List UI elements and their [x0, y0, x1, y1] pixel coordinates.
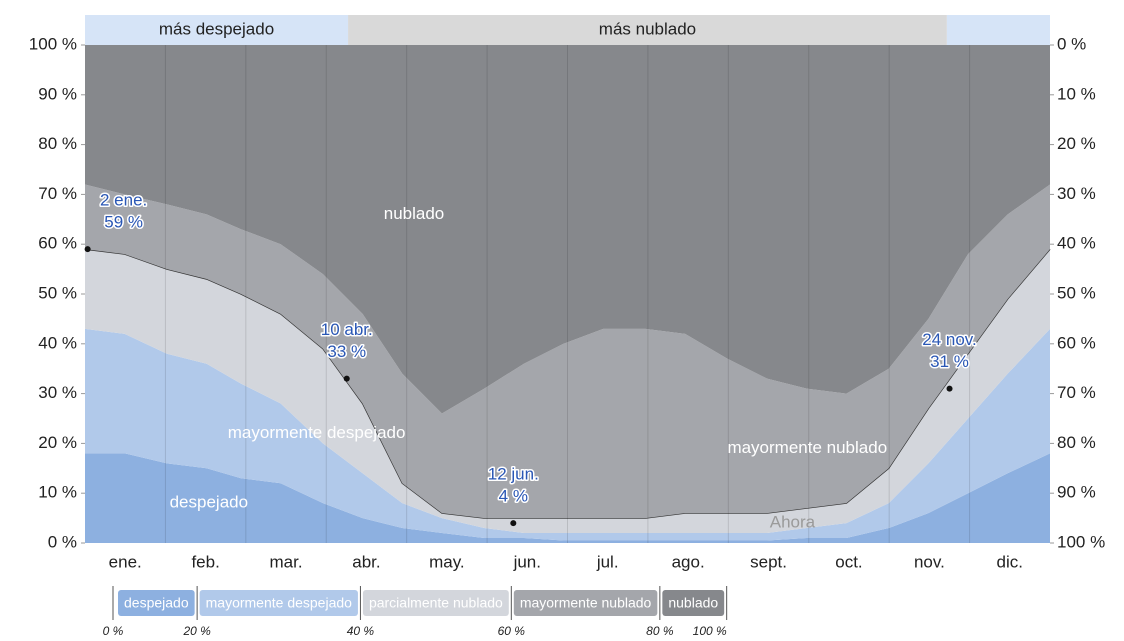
- legend-label: nublado: [668, 595, 718, 611]
- legend-swatch: [513, 590, 658, 616]
- legend-item: mayormente despejado: [199, 590, 358, 616]
- y2-tick-label: 90 %: [1057, 483, 1096, 502]
- y2-tick-label: 30 %: [1057, 184, 1096, 203]
- x-tick-label: ene.: [109, 552, 142, 571]
- x-tick-label: sept.: [750, 552, 787, 571]
- annotation-value: 33 %: [327, 342, 366, 361]
- season-label: más nublado: [599, 19, 696, 38]
- x-tick-label: abr.: [352, 552, 380, 571]
- band-label: nublado: [384, 204, 445, 223]
- annotation-value: 59 %: [104, 213, 143, 232]
- annotation-date: 24 nov.: [922, 330, 977, 349]
- x-tick-label: nov.: [914, 552, 945, 571]
- y-tick-label: 80 %: [38, 134, 77, 153]
- x-tick-label: ago.: [672, 552, 705, 571]
- area-band: [85, 45, 1050, 414]
- y-tick-label: 10 %: [38, 483, 77, 502]
- legend-item: nublado: [662, 590, 725, 616]
- area-band: [85, 184, 1050, 519]
- y2-tick-label: 80 %: [1057, 433, 1096, 452]
- legend-swatch: [362, 590, 509, 616]
- band-label: mayormente nublado: [727, 438, 887, 457]
- y2-tick-label: 50 %: [1057, 283, 1096, 302]
- legend-label: despejado: [124, 595, 189, 611]
- x-tick-label: feb.: [191, 552, 219, 571]
- y2-tick-label: 60 %: [1057, 333, 1096, 352]
- x-tick-label: jun.: [513, 552, 541, 571]
- x-tick-label: may.: [429, 552, 465, 571]
- legend-label: mayormente despejado: [206, 595, 353, 611]
- y-tick-label: 40 %: [38, 333, 77, 352]
- x-tick-label: dic.: [997, 552, 1023, 571]
- area-band: [85, 328, 1050, 541]
- y2-tick-label: 70 %: [1057, 383, 1096, 402]
- y-tick-label: 90 %: [38, 84, 77, 103]
- legend-scale-label: 80 %: [646, 624, 674, 638]
- annotation-point: [84, 246, 91, 253]
- area-band: [85, 453, 1050, 543]
- annotation-date: 12 jun.: [488, 465, 539, 484]
- y2-tick-label: 10 %: [1057, 84, 1096, 103]
- legend-scale-label: 100 %: [693, 624, 727, 638]
- y2-tick-label: 20 %: [1057, 134, 1096, 153]
- annotation-point: [946, 385, 953, 392]
- legend-swatch: [118, 590, 195, 616]
- annotation-date: 10 abr.: [321, 320, 373, 339]
- season-band: [348, 15, 947, 45]
- band-label: mayormente despejado: [228, 423, 406, 442]
- legend-label: parcialmente nublado: [369, 595, 503, 611]
- y-tick-label: 0 %: [48, 532, 77, 551]
- x-tick-label: mar.: [270, 552, 303, 571]
- y-tick-label: 20 %: [38, 433, 77, 452]
- legend-item: mayormente nublado: [513, 590, 658, 616]
- x-tick-label: oct.: [835, 552, 862, 571]
- y-tick-label: 30 %: [38, 383, 77, 402]
- y2-tick-label: 0 %: [1057, 34, 1086, 53]
- y-tick-label: 60 %: [38, 234, 77, 253]
- annotation-point: [343, 375, 350, 382]
- legend-scale-label: 0 %: [103, 624, 124, 638]
- legend-item: despejado: [118, 590, 195, 616]
- area-band: [85, 249, 1050, 534]
- season-band: [85, 15, 349, 45]
- y-tick-label: 50 %: [38, 283, 77, 302]
- legend-swatch: [662, 590, 725, 616]
- season-label: más despejado: [159, 19, 274, 38]
- legend-swatch: [199, 590, 358, 616]
- legend-scale-label: 60 %: [498, 624, 526, 638]
- annotation-point: [510, 520, 517, 527]
- legend-scale-label: 40 %: [347, 624, 375, 638]
- y2-tick-label: 40 %: [1057, 234, 1096, 253]
- y2-tick-label: 100 %: [1057, 532, 1105, 551]
- annotation-date: 2 ene.: [100, 191, 147, 210]
- legend-label: mayormente nublado: [520, 595, 652, 611]
- x-tick-label: jul.: [596, 552, 619, 571]
- season-band: [946, 15, 1050, 45]
- annotation-value: 4 %: [499, 487, 528, 506]
- y-tick-label: 70 %: [38, 184, 77, 203]
- band-label: despejado: [170, 493, 248, 512]
- band-label: Ahora: [770, 513, 816, 532]
- annotation-value: 31 %: [930, 352, 969, 371]
- legend-item: parcialmente nublado: [362, 590, 509, 616]
- y-tick-label: 100 %: [29, 34, 77, 53]
- legend-scale-label: 20 %: [182, 624, 211, 638]
